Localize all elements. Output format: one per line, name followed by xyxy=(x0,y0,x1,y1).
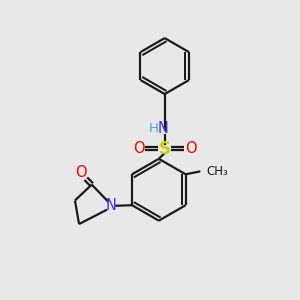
Text: S: S xyxy=(159,140,171,158)
Text: CH₃: CH₃ xyxy=(207,165,229,178)
Text: O: O xyxy=(185,141,197,156)
Text: N: N xyxy=(158,121,169,136)
Text: H: H xyxy=(148,122,158,135)
Text: N: N xyxy=(105,198,116,213)
Text: O: O xyxy=(133,141,145,156)
Text: O: O xyxy=(75,165,86,180)
